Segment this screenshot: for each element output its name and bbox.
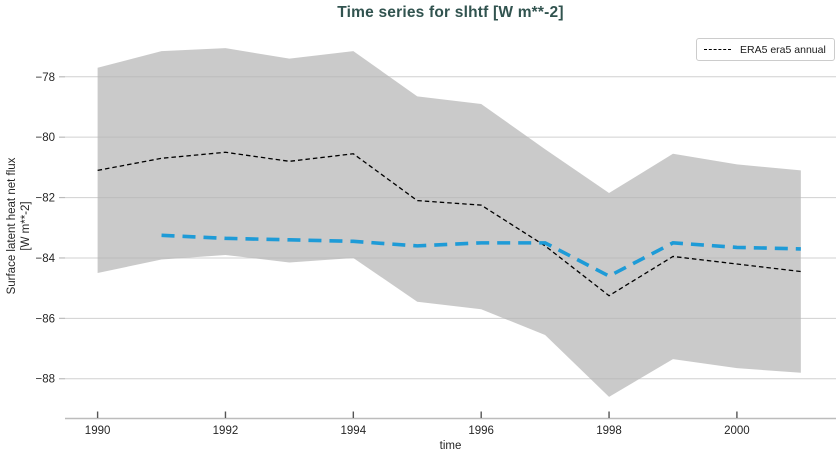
x-tick-label-1992: 1992 bbox=[213, 425, 239, 437]
chart-title: Time series for slhtf [W m**-2] bbox=[337, 4, 564, 21]
x-tick-label-1994: 1994 bbox=[341, 425, 367, 437]
y-axis-label-line1: Surface latent heat net flux bbox=[6, 157, 18, 295]
legend-label: ERA5 era5 annual bbox=[740, 43, 826, 56]
y-axis-label: Surface latent heat net flux [W m**-2] bbox=[5, 158, 33, 295]
y-tick-label-88: −88 bbox=[35, 374, 55, 386]
y-tick-label-78: −78 bbox=[35, 72, 55, 84]
series-line-1 bbox=[161, 233, 801, 279]
x-tick-label-1990: 1990 bbox=[85, 425, 111, 437]
series-line-0 bbox=[97, 151, 801, 297]
x-tick-label-2000: 2000 bbox=[724, 425, 750, 437]
legend: ERA5 era5 annual bbox=[696, 38, 835, 61]
y-tick-label-80: −80 bbox=[35, 132, 55, 144]
x-axis-label: time bbox=[439, 440, 462, 452]
x-tick-label-1996: 1996 bbox=[468, 425, 494, 437]
legend-dashed-line-icon bbox=[704, 49, 731, 50]
y-tick-label-86: −86 bbox=[35, 313, 55, 325]
y-axis-label-line2: [W m**-2] bbox=[20, 201, 32, 251]
y-tick-label-84: −84 bbox=[35, 253, 55, 265]
x-tick-label-1998: 1998 bbox=[596, 425, 622, 437]
y-tick-label-82: −82 bbox=[35, 193, 55, 205]
uncertainty-band bbox=[97, 48, 801, 397]
